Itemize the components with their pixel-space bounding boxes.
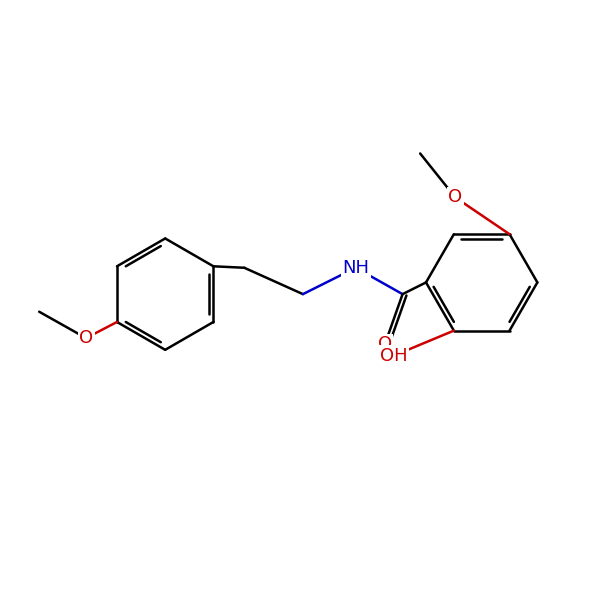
Text: O: O bbox=[378, 335, 392, 353]
Text: O: O bbox=[79, 329, 93, 347]
Text: OH: OH bbox=[380, 347, 407, 365]
Text: NH: NH bbox=[342, 259, 369, 277]
Text: O: O bbox=[448, 188, 463, 206]
